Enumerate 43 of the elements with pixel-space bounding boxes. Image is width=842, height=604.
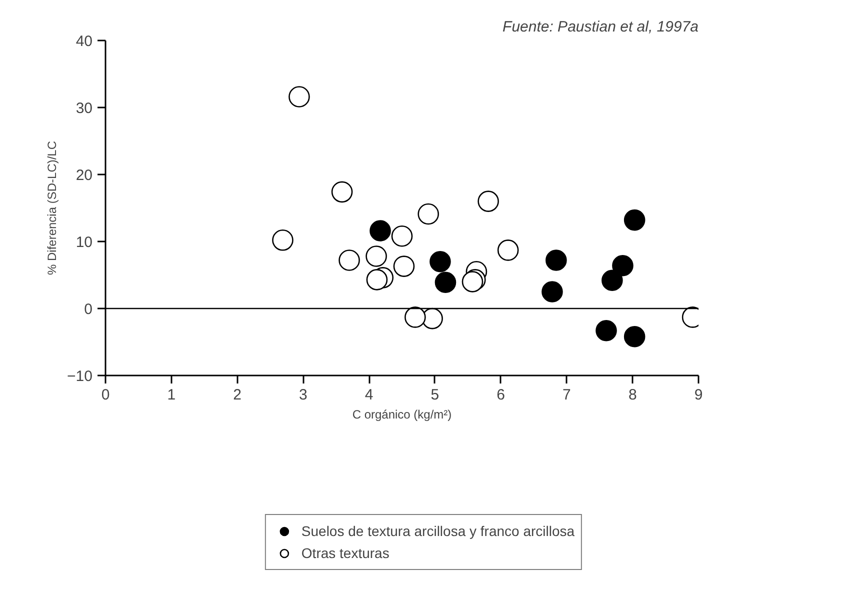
point xyxy=(546,250,567,271)
x-axis-title: C orgánico (kg/m²) xyxy=(352,408,452,422)
y-tick-label: 30 xyxy=(76,100,93,117)
y-tick-label: 0 xyxy=(84,301,92,318)
point xyxy=(624,326,646,348)
point xyxy=(542,281,563,302)
legend-label: Suelos de textura arcillosa y franco arcillosa xyxy=(301,523,575,539)
point xyxy=(370,220,391,242)
point xyxy=(612,254,634,276)
point xyxy=(418,203,440,225)
y-tick-label: 10 xyxy=(76,234,93,251)
point xyxy=(288,86,310,108)
x-tick-label: 3 xyxy=(298,386,308,404)
source-note: Fuente: Paustian et al, 1997a xyxy=(502,18,699,36)
point xyxy=(366,269,388,290)
x-tick-label: 7 xyxy=(562,386,571,404)
point xyxy=(391,226,413,247)
point xyxy=(366,246,387,267)
point xyxy=(602,270,623,291)
point xyxy=(331,181,353,203)
point xyxy=(404,306,426,328)
point xyxy=(624,209,646,231)
point xyxy=(478,190,499,212)
x-tick-label: 6 xyxy=(496,386,506,404)
point xyxy=(434,272,456,293)
point xyxy=(596,320,617,342)
x-tick-label: 0 xyxy=(101,386,110,404)
point xyxy=(393,256,415,277)
x-tick-label: 1 xyxy=(167,386,176,404)
y-tick-label: 40 xyxy=(76,33,93,50)
point xyxy=(430,250,451,272)
y-tick-label: 20 xyxy=(76,167,93,184)
x-tick-label: 4 xyxy=(364,386,374,404)
x-tick-label: 9 xyxy=(694,386,703,404)
point xyxy=(338,250,360,271)
x-tick-label: 8 xyxy=(628,386,637,404)
y-tick-label: −10 xyxy=(67,368,93,385)
legend-label: Otras texturas xyxy=(301,545,390,561)
point xyxy=(497,240,519,261)
x-tick-label: 2 xyxy=(233,386,242,404)
x-tick-label: 5 xyxy=(430,386,440,404)
y-axis-title: % Diferencia (SD-LC)/LC xyxy=(45,140,60,276)
point xyxy=(272,230,294,251)
